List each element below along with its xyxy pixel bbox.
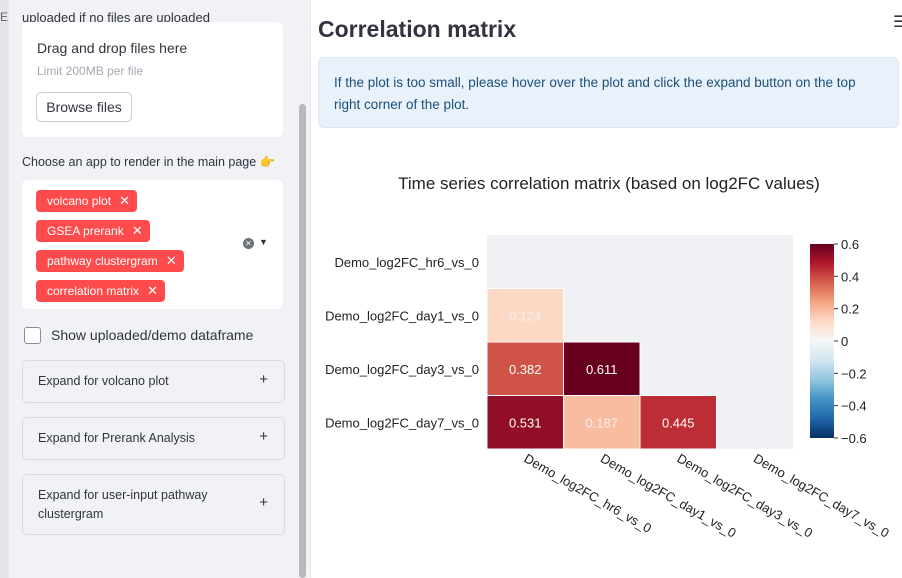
selected-app-tag: pathway clustergram ✕ — [36, 250, 184, 272]
heatmap-cell — [639, 395, 717, 450]
chevron-down-icon[interactable]: ▼ — [259, 237, 268, 247]
row-tick-label: Demo_log2FC_day1_vs_0 — [325, 308, 479, 323]
colorbar-tick-label: −0.6 — [841, 431, 867, 446]
dropzone-title: Drag and drop files here — [37, 40, 188, 56]
plus-icon: + — [259, 371, 268, 388]
cell-value-label: 0.445 — [662, 415, 695, 430]
show-dataframe-label: Show uploaded/demo dataframe — [51, 327, 254, 343]
window-edge-strip: E — [0, 0, 9, 578]
colorbar-tick-label: −0.2 — [841, 366, 867, 381]
sidebar: E uploaded if no files are uploaded Drag… — [0, 0, 311, 578]
heatmap-cell — [563, 341, 641, 396]
expander-prerank-analysis[interactable]: Expand for Prerank Analysis + — [22, 417, 285, 460]
cell-value-label: 0.124 — [509, 308, 542, 323]
sidebar-scrollbar[interactable] — [299, 104, 306, 578]
expander-volcano-plot[interactable]: Expand for volcano plot + — [22, 360, 285, 403]
row-tick-label: Demo_log2FC_hr6_vs_0 — [334, 255, 479, 270]
cell-value-label: 0.187 — [585, 415, 618, 430]
cell-value-label: 0.382 — [509, 362, 542, 377]
colorbar-tick-label: 0.4 — [841, 269, 859, 284]
colorbar — [810, 244, 834, 438]
plus-icon: + — [259, 494, 268, 511]
row-tick-label: Demo_log2FC_day3_vs_0 — [325, 362, 479, 377]
plus-icon: + — [259, 428, 268, 445]
info-alert: If the plot is too small, please hover o… — [318, 57, 899, 128]
expander-label: Expand for user-input pathway clustergra… — [38, 488, 208, 521]
chart-title: Time series correlation matrix (based on… — [398, 174, 820, 193]
menu-icon[interactable]: ☰ — [893, 14, 902, 31]
app-select-label: Choose an app to render in the main page… — [22, 155, 276, 169]
window-edge-char: E — [0, 10, 9, 24]
tag-label: volcano plot — [47, 194, 112, 208]
selected-app-tag: volcano plot ✕ — [36, 190, 138, 212]
browse-files-button[interactable]: Browse files — [36, 92, 132, 122]
remove-tag-icon[interactable]: ✕ — [165, 253, 177, 268]
column-tick-label: Demo_log2FC_hr6_vs_0 — [522, 451, 655, 536]
expander-label: Expand for Prerank Analysis — [38, 431, 196, 445]
colorbar-tick-label: 0 — [841, 334, 848, 349]
remove-tag-icon[interactable]: ✕ — [119, 193, 131, 208]
dropzone-limit: Limit 200MB per file — [37, 64, 144, 78]
colorbar-tick-label: 0.2 — [841, 302, 859, 317]
heatmap-cell — [486, 288, 564, 343]
info-alert-text: If the plot is too small, please hover o… — [334, 75, 856, 112]
upload-hint-text: uploaded if no files are uploaded — [22, 10, 210, 25]
file-dropzone[interactable]: Drag and drop files here Limit 200MB per… — [22, 22, 283, 137]
tag-label: correlation matrix — [47, 284, 140, 298]
expander-label: Expand for volcano plot — [38, 374, 169, 388]
colorbar-tick-label: −0.4 — [841, 399, 867, 414]
remove-tag-icon[interactable]: ✕ — [131, 223, 143, 238]
correlation-heatmap[interactable]: Time series correlation matrix (based on… — [318, 160, 898, 570]
cell-value-label: 0.531 — [509, 415, 542, 430]
row-tick-label: Demo_log2FC_day7_vs_0 — [325, 415, 479, 430]
column-tick-label: Demo_log2FC_day3_vs_0 — [675, 451, 816, 541]
remove-tag-icon[interactable]: ✕ — [147, 283, 159, 298]
checkbox-box[interactable] — [24, 327, 41, 344]
selected-app-tag: GSEA prerank ✕ — [36, 220, 150, 242]
app-multiselect[interactable]: volcano plot ✕ GSEA prerank ✕ pathway cluste… — [22, 180, 283, 309]
cell-value-label: 0.611 — [586, 362, 618, 377]
upload-hint: uploaded if no files are uploaded — [22, 0, 292, 26]
selected-app-tag: correlation matrix ✕ — [36, 280, 166, 302]
heatmap-cell — [486, 395, 564, 450]
clear-selection-icon[interactable]: ✕ — [243, 238, 254, 249]
column-tick-label: Demo_log2FC_day1_vs_0 — [598, 451, 739, 541]
colorbar-tick-label: 0.6 — [841, 237, 859, 252]
column-tick-label: Demo_log2FC_day7_vs_0 — [751, 451, 892, 541]
tag-label: pathway clustergram — [47, 254, 158, 268]
page-title: Correlation matrix — [318, 16, 517, 42]
heatmap-cell — [486, 341, 564, 396]
tag-label: GSEA prerank — [47, 224, 124, 238]
expander-pathway-clustergram[interactable]: Expand for user-input pathway clustergra… — [22, 474, 285, 535]
